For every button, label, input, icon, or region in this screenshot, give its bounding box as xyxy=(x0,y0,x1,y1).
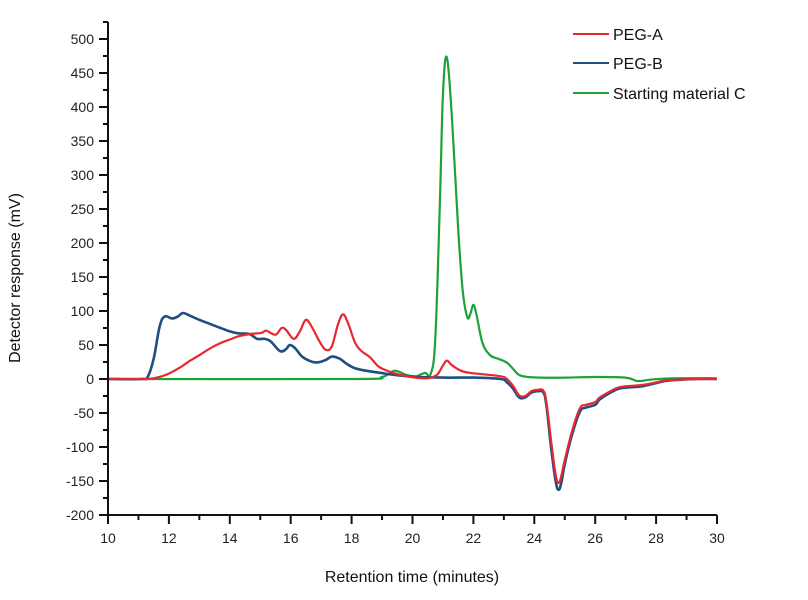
plot-series-group xyxy=(107,55,718,492)
y-ticks-group: -200 -150 -100 -50 0 50 100 150 200 250 300 350 400 4… xyxy=(66,21,108,523)
axes-group xyxy=(100,22,717,516)
x-tick-label: 26 xyxy=(587,530,603,546)
x-tick-label: 24 xyxy=(527,530,543,546)
y-tick-label: 400 xyxy=(71,99,95,115)
y-tick-label: 200 xyxy=(71,235,95,251)
y-tick-label: -100 xyxy=(66,439,94,455)
y-tick-label: -150 xyxy=(66,473,94,489)
x-tick-label: 12 xyxy=(161,530,177,546)
y-tick-label: -200 xyxy=(66,507,94,523)
x-tick-label: 10 xyxy=(100,530,116,546)
y-tick-label: -50 xyxy=(74,405,94,421)
y-tick-label: 0 xyxy=(86,371,94,387)
x-tick-label: 20 xyxy=(405,530,421,546)
y-tick-label: 500 xyxy=(71,31,95,47)
y-axis-title: Detector response (mV) xyxy=(7,193,24,363)
x-tick-label: 22 xyxy=(466,530,482,546)
y-tick-label: 50 xyxy=(78,337,94,353)
y-tick-label: 100 xyxy=(71,303,95,319)
x-tick-label: 16 xyxy=(283,530,299,546)
y-tick-label: 300 xyxy=(71,167,95,183)
y-tick-label: 450 xyxy=(71,65,95,81)
series-line-starting-material-c xyxy=(107,55,718,383)
legend-label: PEG-A xyxy=(613,27,663,44)
legend-label: PEG-B xyxy=(613,56,663,73)
x-tick-label: 30 xyxy=(709,530,725,546)
x-tick-label: 18 xyxy=(344,530,360,546)
y-tick-label: 350 xyxy=(71,133,95,149)
legend-label: Starting material C xyxy=(613,86,746,103)
x-tick-label: 14 xyxy=(222,530,238,546)
series-line-peg-a xyxy=(107,313,718,485)
x-ticks-group: 10 12 14 16 18 20 22 24 26 28 30 xyxy=(100,515,725,546)
y-tick-label: 250 xyxy=(71,201,95,217)
y-tick-label: 150 xyxy=(71,269,95,285)
x-tick-label: 28 xyxy=(648,530,664,546)
x-axis-title: Retention time (minutes) xyxy=(325,569,499,586)
series-line-peg-b xyxy=(107,311,718,492)
legend: PEG-A PEG-B Starting material C xyxy=(573,27,746,103)
